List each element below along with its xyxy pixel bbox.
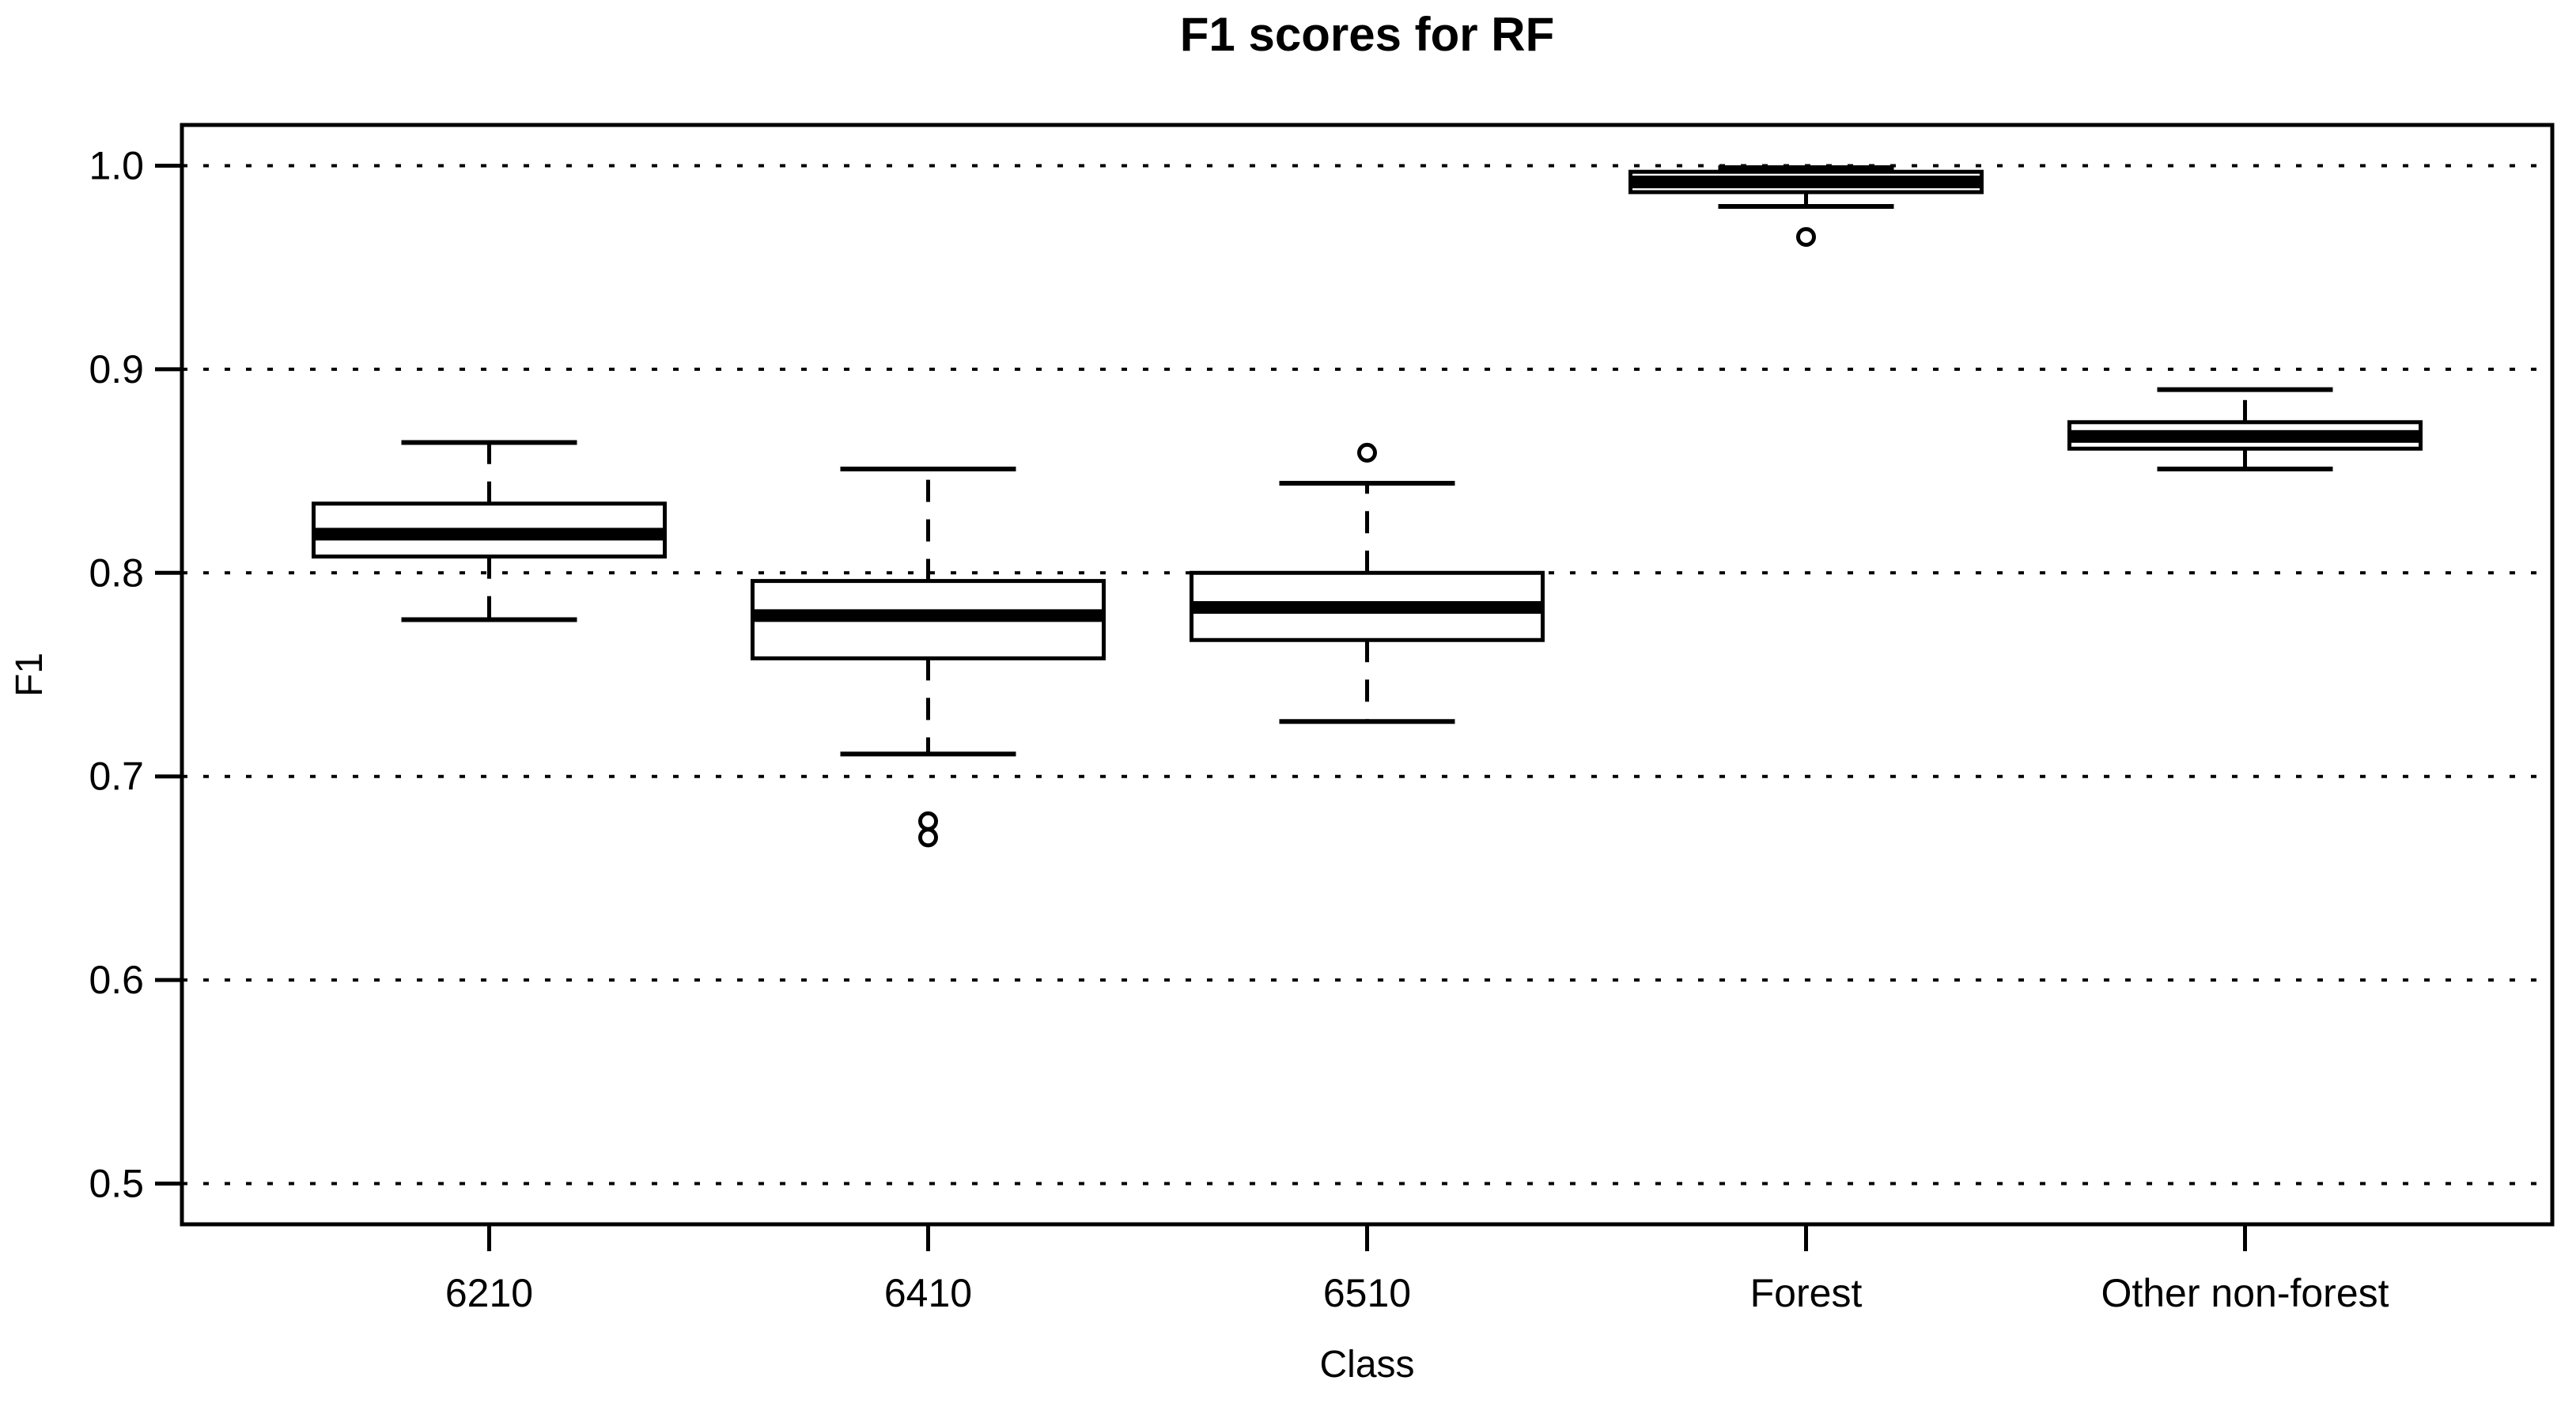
median-other-non-forest <box>2069 429 2421 443</box>
median-6210 <box>313 528 665 541</box>
y-tick-label-0.6: 0.6 <box>89 958 144 1002</box>
x-tick-label-6510: 6510 <box>1323 1271 1411 1315</box>
median-6510 <box>1191 601 1543 615</box>
x-tick-label-6210: 6210 <box>445 1271 533 1315</box>
plot-frame <box>180 123 2555 1227</box>
y-tick-label-0.9: 0.9 <box>89 347 144 391</box>
x-tick-label-forest: Forest <box>1750 1271 1863 1315</box>
y-tick-label-1.0: 1.0 <box>89 143 144 187</box>
y-tick-label-0.7: 0.7 <box>89 755 144 799</box>
x-tick-label-6410: 6410 <box>884 1271 972 1315</box>
y-tick-label-0.5: 0.5 <box>89 1162 144 1206</box>
median-6410 <box>752 609 1104 622</box>
outlier-6410 <box>918 811 938 831</box>
median-forest <box>1630 176 1982 189</box>
outlier-6510 <box>1357 442 1377 463</box>
x-axis-label: Class <box>1319 1344 1415 1386</box>
outlier-forest <box>1796 227 1816 248</box>
y-tick-label-0.8: 0.8 <box>89 550 144 595</box>
outlier-6410 <box>918 827 938 848</box>
x-tick-label-other-non-forest: Other non-forest <box>2101 1271 2389 1315</box>
chart-title: F1 scores for RF <box>1179 8 1555 61</box>
